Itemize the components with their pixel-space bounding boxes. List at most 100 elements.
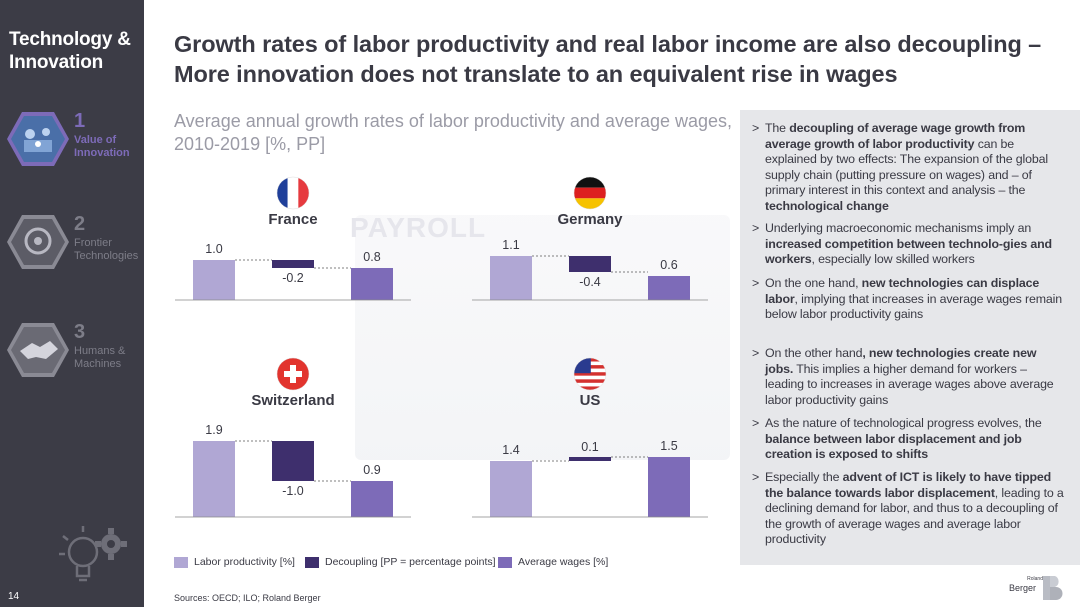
bullet-item: > As the nature of technological progress… [752,416,1065,463]
chart-panel-switzerland: Switzerland 1.9 -1.0 0.9 [175,357,411,518]
bullet-bold-text: , new technologies create new jobs. [765,346,1037,376]
sidebar-item-number: 2 [74,213,86,235]
bullet-text: This implies a higher demand for workers… [765,361,1054,407]
legend-swatch [498,556,512,568]
legend-swatch [305,556,319,568]
bullet-item: > Especially the advent of ICT is likely … [752,470,1065,548]
legend-item-decoupling: Decoupling [PP = percentage points] [305,556,496,568]
data-label: 1.5 [660,439,677,453]
data-label: 1.4 [502,443,519,457]
data-label: 0.9 [363,463,380,477]
bar-average-wages [648,276,690,300]
chart-title: Germany [557,211,623,228]
data-label: -0.4 [579,275,601,289]
sidebar-item-label: Humans & Machines [74,345,126,370]
fr-flag-icon [277,177,309,209]
page-title: Growth rates of labor productivity and r… [174,31,1042,87]
ch-flag-icon [277,358,309,390]
bullet-text: , especially low skilled workers [811,252,975,267]
bullet-item: > The decoupling of average wage growth f… [752,121,1065,215]
data-label: 0.1 [581,440,598,454]
sidebar-item-humans-machines[interactable]: 3 Humans & Machines [0,321,144,391]
text-panel [740,110,1080,565]
bullet-item: > On the one hand, new technologies can d… [752,276,1065,323]
bullet-marker: > [752,121,760,135]
bar-decoupling [569,457,611,461]
sidebar-item-frontier-technologies[interactable]: 2 Frontier Technologies [0,213,144,283]
handshake-hexagon-icon [7,323,69,377]
data-label: 1.0 [205,242,222,256]
chart-title: US [580,392,601,409]
bar-average-wages [648,457,690,517]
innovation-hexagon-icon [7,112,69,166]
logo-small-text: Roland [1027,576,1043,582]
background-image [355,215,730,460]
bullet-text: On the other hand [765,346,863,360]
bar-labor-productivity [490,256,532,300]
bullet-bold-text: new technologies can displace labor [765,276,1040,306]
sidebar: Technology & Innovation 1 Value of Innov… [0,0,144,607]
data-label: 1.9 [205,423,222,437]
bullet-text: The [765,121,790,135]
bullet-marker: > [752,470,760,484]
chart-title: Switzerland [251,392,334,409]
bullet-text: Especially the [765,470,843,484]
charts-area: France 1.0 -0.2 0.8 Germany 1.1 -0.4 0.6 Switzer… [175,176,708,518]
us-flag-icon [574,358,606,390]
bar-labor-productivity [193,260,235,300]
bullet-marker: > [752,221,760,235]
bullet-text: can be explained by two effects: The exp… [765,136,1048,198]
bullet-bold-text: balance between labor displacement and j… [765,431,1022,462]
data-label: -1.0 [282,484,304,498]
bullet-text: As the nature of technological progress … [765,416,1042,430]
bullet-bold-text: increased competition between technolo-g… [765,236,1052,267]
frontier-hexagon-icon [7,215,69,269]
bullet-text: , implying that increases in average wag… [765,291,1062,322]
logo-b-icon [1043,576,1063,600]
bullet-text: Underlying macroeconomic mechanisms impl… [765,221,1032,235]
background-word: PAYROLL [350,212,487,243]
data-label: 1.1 [502,238,519,252]
legend-item-labor-productivity: Labor productivity [%] [174,556,295,568]
sidebar-title: Technology & Innovation [9,29,131,73]
roland-berger-logo: Roland Berger [1005,575,1065,603]
bar-decoupling [272,441,314,481]
chart-title: France [268,211,317,228]
sidebar-item-label: Frontier Technologies [74,237,139,262]
data-label: 0.6 [660,258,677,272]
bullet-item: > On the other hand, new technologies cre… [752,346,1065,408]
page-number: 14 [8,591,20,602]
legend-label: Labor productivity [%] [194,556,295,568]
bullet-text: On the one hand, [765,276,862,290]
sidebar-item-label: Value of Innovation [74,134,130,159]
logo-text: Berger [1009,583,1037,593]
de-flag-icon [574,177,606,209]
bullet-bold-text: advent of ICT is likely to have tipped t… [765,470,1052,500]
legend-swatch [174,556,188,568]
legend-item-average-wages: Average wages [%] [498,556,608,568]
bullet-text: , leading to a declining demand for labo… [765,485,1064,547]
bar-labor-productivity [193,441,235,517]
bullet-marker: > [752,416,760,430]
legend-label: Decoupling [PP = percentage points] [325,556,496,568]
bar-labor-productivity [490,461,532,517]
bar-average-wages [351,268,393,300]
bar-decoupling [272,260,314,268]
sidebar-item-number: 3 [74,321,86,343]
data-label: 0.8 [363,250,380,264]
bar-average-wages [351,481,393,517]
bullet-marker: > [752,276,760,290]
chart-panel-france: France 1.0 -0.2 0.8 [175,176,411,301]
sources-note: Sources: OECD; ILO; Roland Berger [174,593,321,603]
bar-decoupling [569,256,611,272]
chart-panel-us: US 1.4 0.1 1.5 [472,357,708,518]
sidebar-item-number: 1 [74,110,86,132]
sidebar-item-value-of-innovation[interactable]: 1 Value of Innovation [0,110,144,180]
bullet-bold-text: decoupling of average wage growth from a… [765,121,1026,151]
bullet-bold-text: technological change [765,198,889,213]
bullet-marker: > [752,346,760,360]
lightbulb-gear-icon [59,526,127,582]
bullet-item: > Underlying macroeconomic mechanisms imp… [752,221,1065,268]
chart-panel-germany: Germany 1.1 -0.4 0.6 [472,176,708,301]
legend-label: Average wages [%] [518,556,609,568]
